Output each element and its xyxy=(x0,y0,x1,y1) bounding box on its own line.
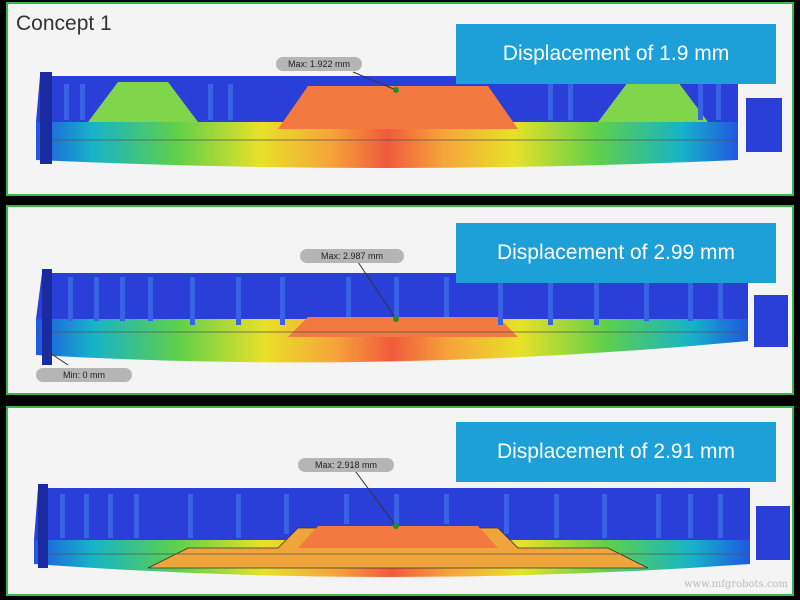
ribs xyxy=(68,277,723,325)
max-point xyxy=(393,316,399,322)
concept-3-panel: Displacement of 2.91 mm Max: 2.918 mm ww… xyxy=(6,406,794,596)
concept-1-panel: Concept 1 Displacement of 1.9 mm Max: 1.… xyxy=(6,2,794,196)
displacement-plot-3 xyxy=(34,467,790,577)
max-leader-line xyxy=(352,467,397,527)
concept-title: Concept 1 xyxy=(16,12,112,35)
max-leader-line xyxy=(352,71,397,91)
displacement-banner-3: Displacement of 2.91 mm xyxy=(456,422,776,482)
right-end-block xyxy=(754,295,788,347)
beam-upper-blue xyxy=(36,273,748,319)
min-label-2: Min: 0 mm xyxy=(36,368,132,382)
watermark: www.mfgrobots.com xyxy=(684,579,788,590)
min-leader-line xyxy=(43,348,69,366)
ribs xyxy=(64,84,721,120)
center-hump xyxy=(278,86,518,129)
displacement-plot-2 xyxy=(36,261,788,366)
ribs xyxy=(60,494,723,538)
max-label-2: Max: 2.987 mm xyxy=(300,249,404,263)
max-point xyxy=(393,87,399,93)
center-hump xyxy=(298,526,498,548)
right-hump xyxy=(598,82,708,122)
concept-2-panel: Displacement of 2.99 mm Max: 2.987 mm Mi… xyxy=(6,205,794,395)
left-end-cap xyxy=(42,269,52,365)
max-label-3: Max: 2.918 mm xyxy=(298,458,394,472)
beam-gradient xyxy=(36,319,748,363)
displacement-banner-2: Displacement of 2.99 mm xyxy=(456,223,776,283)
left-hump xyxy=(88,82,198,122)
left-end-cap xyxy=(38,484,48,568)
center-hump xyxy=(288,317,518,337)
beam-upper-blue xyxy=(34,488,750,540)
max-leader-line xyxy=(357,261,397,320)
displacement-banner-1: Displacement of 1.9 mm xyxy=(456,24,776,84)
left-end-cap xyxy=(40,72,52,164)
displacement-plot-1 xyxy=(36,71,782,168)
max-label-1: Max: 1.922 mm xyxy=(276,57,362,71)
max-point xyxy=(393,523,399,529)
beam-gradient xyxy=(36,122,738,168)
right-end-block xyxy=(746,98,782,152)
right-end-block xyxy=(756,506,790,560)
